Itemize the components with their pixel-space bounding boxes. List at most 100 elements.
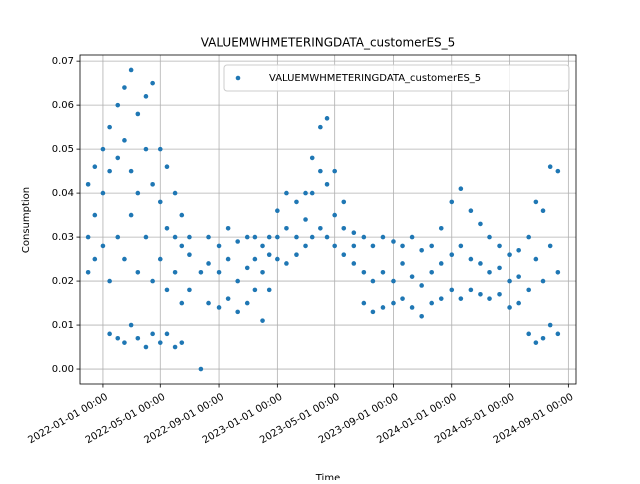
data-point	[225, 256, 231, 262]
data-point	[100, 243, 106, 249]
data-point	[526, 234, 531, 240]
data-point	[284, 261, 289, 266]
data-point	[507, 278, 512, 284]
data-point	[92, 164, 98, 170]
data-point	[351, 243, 357, 249]
data-point	[135, 335, 141, 341]
data-point	[252, 256, 258, 262]
data-point	[172, 269, 178, 275]
data-point	[206, 261, 211, 266]
data-point	[235, 278, 240, 284]
data-point	[324, 116, 330, 121]
data-point	[150, 182, 155, 187]
data-point	[540, 335, 546, 341]
legend-label: VALUEMWHMETERINGDATA_customerES_5	[269, 73, 481, 84]
data-point	[143, 344, 149, 350]
data-point	[497, 291, 502, 297]
chart-title: VALUEMWHMETERINGDATA_customerES_5	[201, 36, 456, 50]
data-point	[244, 265, 250, 271]
data-point	[361, 269, 367, 275]
data-point	[260, 318, 265, 323]
data-point	[478, 221, 483, 227]
data-point	[275, 256, 280, 262]
data-point	[294, 199, 299, 205]
data-point	[294, 234, 299, 240]
data-point	[143, 94, 149, 99]
legend: VALUEMWHMETERINGDATA_customerES_5	[223, 64, 570, 92]
data-point	[172, 190, 178, 196]
data-point	[275, 234, 280, 240]
data-point	[107, 331, 112, 337]
data-point	[547, 164, 553, 170]
data-point	[533, 199, 539, 205]
data-point	[107, 124, 112, 130]
data-point	[128, 322, 134, 328]
plot-area	[85, 67, 561, 372]
data-point	[122, 138, 127, 143]
data-point	[107, 168, 112, 174]
data-point	[122, 85, 127, 90]
y-axis-label: Consumption	[21, 187, 32, 253]
legend-marker	[235, 75, 241, 81]
data-point	[157, 146, 163, 152]
data-point	[409, 305, 415, 310]
data-point	[179, 212, 185, 218]
data-point	[92, 212, 98, 218]
data-point	[225, 296, 231, 301]
data-point	[135, 269, 141, 275]
data-point	[468, 208, 474, 214]
data-point	[555, 269, 561, 275]
data-point	[487, 234, 492, 240]
data-point	[449, 252, 455, 257]
data-point	[150, 80, 155, 86]
data-point	[318, 225, 323, 231]
data-point	[361, 234, 367, 240]
data-point	[487, 269, 492, 275]
y-tick-label: 0.03	[52, 232, 74, 243]
data-point	[303, 243, 308, 249]
data-point	[309, 190, 315, 196]
data-point	[216, 269, 222, 275]
data-point	[128, 168, 134, 174]
data-point	[438, 261, 444, 266]
data-point	[187, 287, 192, 293]
y-tick-label: 0.01	[52, 320, 74, 331]
y-tick-label: 0.02	[52, 276, 74, 287]
data-point	[122, 340, 127, 345]
data-point	[332, 212, 337, 218]
data-point	[143, 146, 149, 152]
data-point	[107, 278, 112, 284]
data-point	[458, 296, 464, 301]
data-point	[143, 234, 149, 240]
data-point	[260, 243, 265, 249]
data-point	[206, 234, 211, 240]
data-point	[266, 252, 272, 257]
data-point	[555, 331, 561, 337]
data-point	[198, 366, 204, 372]
data-point	[478, 291, 483, 297]
data-point	[85, 269, 91, 275]
data-point	[128, 67, 134, 73]
data-point	[526, 287, 531, 293]
data-point	[468, 256, 474, 262]
data-point	[380, 269, 386, 275]
data-point	[150, 331, 155, 337]
data-point	[85, 234, 91, 240]
data-point	[309, 234, 315, 240]
data-point	[225, 225, 231, 231]
x-axis-label: Time	[315, 473, 340, 480]
data-point	[449, 199, 455, 205]
data-point	[370, 278, 376, 284]
data-point	[100, 190, 106, 196]
data-point	[135, 111, 141, 117]
data-point	[429, 300, 434, 306]
data-point	[244, 300, 250, 306]
data-point	[391, 278, 396, 284]
data-point	[164, 225, 170, 231]
data-point	[526, 331, 531, 337]
data-point	[85, 182, 91, 187]
data-point	[260, 269, 265, 275]
data-point	[419, 283, 424, 288]
y-tick-label: 0.05	[52, 144, 74, 155]
y-tick-label: 0.07	[52, 56, 74, 67]
